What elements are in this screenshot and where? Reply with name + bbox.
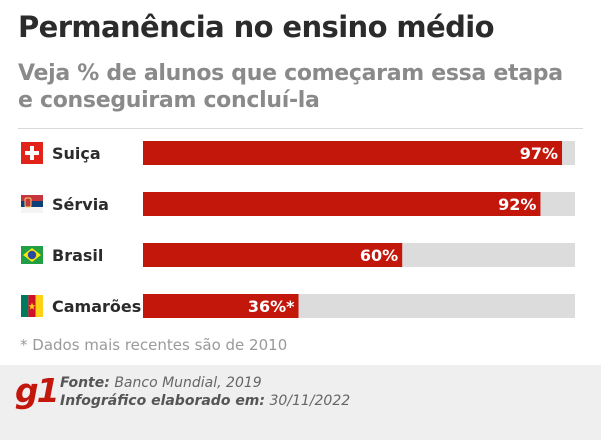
flag-stripe-green	[21, 295, 29, 317]
cameroon-flag-icon	[21, 295, 43, 317]
bar-row: Camarões 36%*	[21, 294, 575, 318]
made-label: Infográfico elaborado em:	[60, 393, 265, 409]
g1-logo: g1	[15, 371, 60, 410]
flag-stripe-white	[21, 207, 43, 213]
bar	[143, 192, 541, 216]
flag-stripe-yellow	[35, 295, 43, 317]
chart-title: Permanência no ensino médio	[18, 10, 495, 44]
made-credit: Infográfico elaborado em: 30/11/2022	[60, 393, 350, 409]
bar-row: Brasil 60%	[21, 243, 575, 267]
divider	[18, 128, 583, 129]
bar-chart: Suiça 97% Sérvia 92% Brasil 60% Camarões 36%*	[21, 141, 575, 318]
bar	[143, 294, 299, 318]
source-credit: Fonte: Banco Mundial, 2019	[60, 375, 262, 391]
chart-subtitle: Veja % de alunos que começaram essa etap…	[18, 61, 563, 113]
made-value: 30/11/2022	[269, 393, 351, 409]
bar	[143, 243, 403, 267]
flag-star	[28, 302, 36, 310]
value-label: 36%*	[248, 297, 295, 316]
category-label: Sérvia	[52, 195, 109, 214]
source-label: Fonte:	[60, 375, 110, 391]
value-label: 97%	[520, 144, 558, 163]
bar-row: Suiça 97%	[21, 141, 575, 165]
bar-row: Sérvia 92%	[21, 192, 575, 216]
value-label: 60%	[360, 246, 398, 265]
switzerland-flag-icon	[21, 142, 43, 164]
category-label: Brasil	[52, 246, 103, 265]
bar	[143, 141, 563, 165]
flag-stripe-blue	[21, 201, 43, 207]
flag-cross-h	[25, 151, 39, 155]
value-label: 92%	[498, 195, 536, 214]
flag-globe	[27, 250, 37, 260]
serbia-flag-icon	[21, 195, 43, 213]
source-value: Banco Mundial, 2019	[114, 375, 262, 391]
flag-stripe-red	[21, 195, 43, 201]
footer: g1 Fonte: Banco Mundial, 2019 Infográfic…	[0, 365, 601, 440]
brazil-flag-icon	[21, 246, 43, 264]
footnote: * Dados mais recentes são de 2010	[20, 336, 288, 354]
category-label: Suiça	[52, 144, 101, 163]
flag-coat-of-arms	[24, 197, 32, 208]
category-label: Camarões	[52, 297, 141, 316]
